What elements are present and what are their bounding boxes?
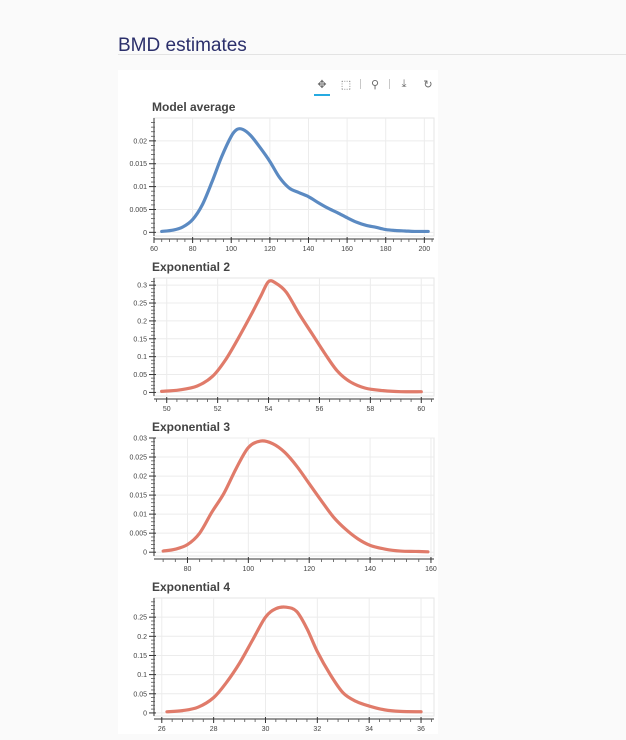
pan-tool-button[interactable]: ✥ (312, 75, 332, 96)
x-tick-label: 28 (210, 726, 218, 733)
box-zoom-tool-button[interactable]: ⬚ (336, 75, 356, 93)
save-icon: ⤓ (401, 77, 407, 90)
y-tick-label: 0.25 (133, 615, 147, 622)
chart-title-exponential-4: Exponential 4 (152, 580, 231, 594)
y-tick-label: 0.05 (133, 372, 147, 379)
title-divider (118, 54, 626, 55)
y-tick-label: 0.1 (137, 354, 147, 361)
box-zoom-icon: ⬚ (340, 77, 352, 91)
y-tick-label: 0.1 (137, 672, 147, 679)
y-tick-label: 0 (143, 230, 147, 237)
wheel-zoom-icon: ⚲ (370, 77, 380, 91)
pan-icon: ✥ (317, 77, 327, 91)
y-tick-label: 0.02 (133, 474, 147, 481)
y-tick-label: 0.05 (133, 691, 147, 698)
page-title: BMD estimates (118, 34, 247, 56)
x-tick-label: 100 (243, 566, 255, 573)
density-line (160, 279, 423, 394)
x-tick-label: 120 (303, 566, 315, 573)
exponential-2-chart[interactable]: 50 52 54 56 58 60 0 0.05 0.1 0.15 0.2 0.25 0.3 (118, 276, 438, 420)
x-tick-label: 80 (184, 566, 192, 573)
x-tick-label: 30 (262, 726, 270, 733)
x-tick-label: 140 (303, 246, 315, 253)
plot-frame (153, 597, 435, 717)
y-tick-label: 0.2 (137, 634, 147, 641)
plot-frame (153, 117, 435, 237)
plot-frame (153, 437, 435, 557)
x-tick-label: 60 (417, 406, 425, 413)
y-tick-label: 0.03 (133, 436, 147, 443)
y-tick-label: 0.01 (133, 512, 147, 519)
reset-tool-button[interactable]: ↻ (418, 75, 438, 93)
chart-title-exponential-3: Exponential 3 (152, 420, 231, 434)
x-tick-label: 120 (264, 246, 276, 253)
exponential-4-chart[interactable]: 26 28 30 32 34 36 0 0.05 0.1 0.15 0.2 0.25 (118, 596, 438, 740)
chart-title-model-average: Model average (152, 100, 236, 114)
y-tick-label: 0.025 (129, 455, 147, 462)
y-tick-label: 0.01 (133, 184, 147, 191)
y-tick-label: 0.02 (133, 138, 147, 145)
x-tick-label: 36 (417, 726, 425, 733)
y-tick-label: 0.15 (133, 653, 147, 660)
x-tick-label: 56 (316, 406, 324, 413)
x-tick-label: 100 (225, 246, 237, 253)
x-tick-label: 180 (380, 246, 392, 253)
x-tick-label: 54 (265, 406, 273, 413)
density-line (165, 605, 423, 714)
x-tick-label: 26 (158, 726, 166, 733)
x-tick-label: 80 (189, 246, 197, 253)
chart-title-exponential-2: Exponential 2 (152, 260, 231, 274)
y-tick-label: 0.005 (129, 207, 147, 214)
y-tick-label: 0.2 (137, 318, 147, 325)
x-tick-label: 52 (214, 406, 222, 413)
plot-frame (153, 277, 435, 397)
save-tool-button[interactable]: ⤓ (394, 75, 414, 93)
toolbar-separator (389, 79, 390, 89)
y-tick-label: 0.015 (129, 161, 147, 168)
y-tick-label: 0 (143, 390, 147, 397)
wheel-zoom-tool-button[interactable]: ⚲ (365, 75, 385, 93)
x-tick-label: 160 (341, 246, 353, 253)
model-average-chart[interactable]: 60 80 100 120 140 160 180 200 0 0.005 0.01 0.015 0.0… (118, 116, 438, 260)
y-tick-label: 0.3 (137, 283, 147, 290)
x-tick-label: 58 (366, 406, 374, 413)
y-tick-label: 0.25 (133, 301, 147, 308)
x-tick-label: 32 (313, 726, 321, 733)
y-tick-label: 0 (143, 710, 147, 717)
x-tick-label: 50 (163, 406, 171, 413)
x-tick-label: 60 (150, 246, 158, 253)
x-tick-label: 34 (365, 726, 373, 733)
chart-toolbar: ✥ ⬚ ⚲ ⤓ ↻ (312, 74, 438, 96)
density-line (161, 439, 430, 554)
x-tick-label: 160 (425, 566, 437, 573)
y-tick-label: 0.015 (129, 493, 147, 500)
y-tick-label: 0.15 (133, 336, 147, 343)
density-line (160, 127, 430, 234)
reset-icon: ↻ (423, 77, 433, 91)
toolbar-separator (360, 79, 361, 89)
x-tick-label: 200 (419, 246, 431, 253)
exponential-3-chart[interactable]: 80 100 120 140 160 0 0.005 0.01 0.015 0.02 0.025 0.… (118, 436, 438, 580)
y-tick-label: 0 (143, 550, 147, 557)
y-tick-label: 0.005 (129, 531, 147, 538)
x-tick-label: 140 (364, 566, 376, 573)
